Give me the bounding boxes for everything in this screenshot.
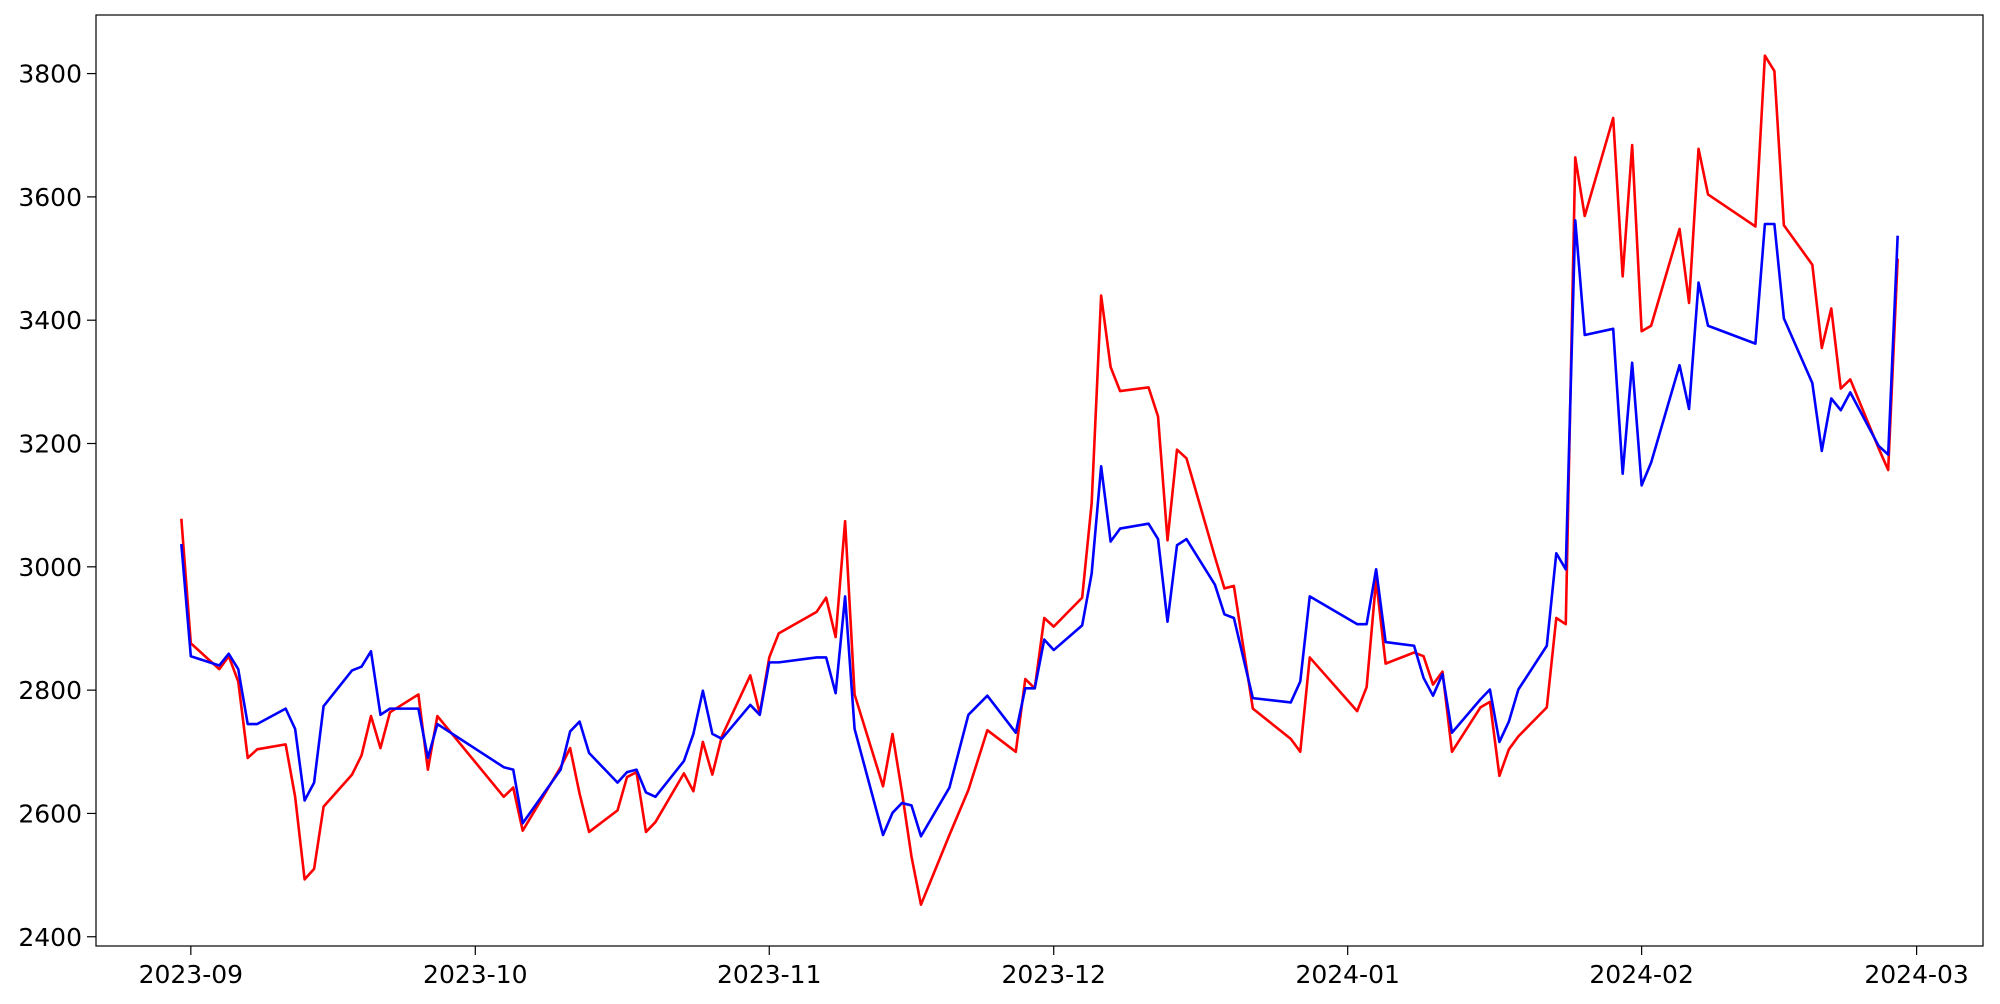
series-line: [180, 219, 1899, 838]
x-tick-label: 2023-12: [1001, 960, 1105, 989]
x-tick-label: 2024-03: [1864, 960, 1968, 989]
y-tick-label: 2600: [18, 799, 82, 828]
series-line: [180, 54, 1899, 906]
y-tick-label: 3600: [18, 183, 82, 212]
y-tick-label: 3800: [18, 60, 82, 89]
x-tick-label: 2023-10: [423, 960, 527, 989]
y-tick-label: 2400: [18, 923, 82, 952]
x-tick-label: 2023-11: [717, 960, 821, 989]
y-tick-label: 3400: [18, 306, 82, 335]
x-tick-label: 2023-09: [139, 960, 243, 989]
y-tick-label: 2800: [18, 676, 82, 705]
y-tick-label: 3200: [18, 430, 82, 459]
x-tick-label: 2024-01: [1295, 960, 1399, 989]
x-tick-label: 2024-02: [1589, 960, 1693, 989]
y-tick-label: 3000: [18, 553, 82, 582]
plot-frame: [95, 14, 1984, 947]
